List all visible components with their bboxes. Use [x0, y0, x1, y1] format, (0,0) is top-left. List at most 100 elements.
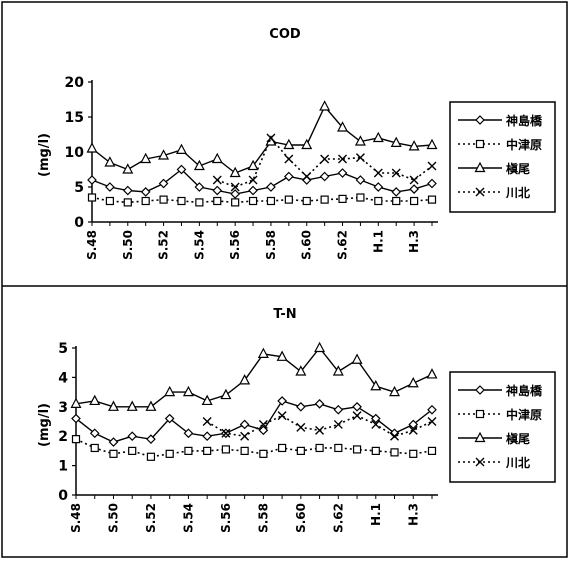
- legend-entry: 槇尾: [458, 161, 530, 176]
- legend-entry: 神島橋: [458, 113, 543, 128]
- data-point: [370, 413, 381, 424]
- x-tick-label: S.52: [144, 503, 158, 533]
- data-point: [231, 198, 240, 207]
- y-tick-label: 3: [58, 400, 68, 416]
- data-point: [104, 156, 116, 167]
- data-point: [164, 385, 176, 397]
- data-point: [427, 404, 437, 415]
- data-point: [175, 143, 187, 154]
- data-point: [257, 347, 269, 358]
- series-3: [86, 100, 438, 178]
- y-tick-label: 4: [58, 370, 68, 386]
- legend-label: 川北: [505, 185, 530, 200]
- y-axis-label: (mg/l): [37, 133, 52, 177]
- series-1: [71, 396, 437, 447]
- data-point: [71, 413, 81, 424]
- y-tick-label: 20: [65, 75, 85, 91]
- x-tick-label: S.50: [121, 230, 135, 260]
- data-point: [278, 443, 287, 453]
- legend-label: 槇尾: [506, 431, 530, 446]
- legend-marker: [474, 161, 486, 173]
- data-point: [319, 171, 330, 182]
- data-point: [408, 425, 418, 435]
- data-point: [352, 445, 362, 454]
- data-point: [202, 431, 213, 442]
- data-point: [239, 374, 251, 385]
- data-point: [122, 163, 134, 174]
- x-tick-label: S.48: [85, 230, 99, 260]
- data-point: [230, 189, 241, 199]
- chart-panel-tn: T-N (mg/l) 0 1 2 3 4 5 S.48 S.50 S.52 S.54 S.56 S.5…: [37, 307, 556, 533]
- data-point: [128, 446, 137, 455]
- data-point: [356, 193, 365, 202]
- legend-entry: 川北: [458, 455, 530, 470]
- data-point: [266, 196, 276, 206]
- series-4: [202, 411, 437, 441]
- data-point: [390, 136, 402, 147]
- data-point: [158, 149, 170, 160]
- data-point: [213, 196, 222, 206]
- data-point: [87, 175, 97, 185]
- data-point: [427, 161, 437, 171]
- data-point: [212, 185, 223, 196]
- x-tick-label: H.3: [406, 503, 420, 526]
- data-point: [184, 446, 193, 455]
- legend-marker: [475, 187, 485, 197]
- legend-entry: 中津原: [458, 407, 542, 422]
- data-point: [176, 164, 187, 175]
- data-point: [122, 185, 133, 196]
- legend-marker: [475, 409, 485, 419]
- data-point: [372, 131, 384, 143]
- data-point: [240, 431, 250, 441]
- data-point: [333, 419, 343, 429]
- x-tick-label: S.58: [256, 503, 270, 533]
- data-point: [283, 171, 294, 182]
- data-point: [258, 425, 269, 436]
- data-point: [373, 168, 383, 178]
- legend-entry: 神島橋: [458, 383, 543, 398]
- data-point: [277, 411, 287, 421]
- data-point: [355, 153, 365, 163]
- x-tick-label: S.48: [69, 503, 83, 533]
- data-point: [105, 182, 115, 192]
- data-point: [141, 196, 150, 206]
- series-4: [212, 133, 437, 192]
- data-point: [90, 443, 99, 453]
- data-point: [230, 182, 240, 192]
- data-point: [389, 385, 401, 397]
- data-point: [371, 446, 380, 455]
- data-point: [284, 154, 294, 164]
- legend-label: 川北: [505, 455, 530, 470]
- data-point: [266, 133, 276, 143]
- data-point: [427, 446, 437, 455]
- x-tick-label: S.62: [331, 503, 345, 533]
- data-point: [338, 194, 347, 203]
- data-point: [202, 417, 212, 426]
- data-point: [220, 388, 232, 400]
- data-point: [87, 193, 97, 202]
- data-point: [337, 168, 348, 178]
- data-point: [390, 431, 400, 441]
- legend-marker: [475, 115, 485, 125]
- data-point: [351, 353, 363, 364]
- data-point: [284, 195, 293, 204]
- series-3: [70, 341, 438, 411]
- data-point: [409, 184, 419, 194]
- data-point: [408, 140, 420, 151]
- data-point: [248, 185, 258, 196]
- data-point: [391, 168, 401, 178]
- data-point: [105, 196, 114, 206]
- data-point: [108, 437, 119, 447]
- x-tick-label: S.54: [181, 503, 195, 533]
- data-point: [374, 196, 383, 206]
- x-tick-label: H.3: [407, 230, 421, 253]
- y-tick-label: 0: [74, 215, 84, 231]
- data-point: [140, 187, 151, 197]
- data-point: [164, 413, 175, 424]
- data-point: [159, 195, 168, 204]
- data-point: [315, 443, 324, 453]
- data-point: [427, 195, 437, 204]
- data-point: [410, 196, 419, 206]
